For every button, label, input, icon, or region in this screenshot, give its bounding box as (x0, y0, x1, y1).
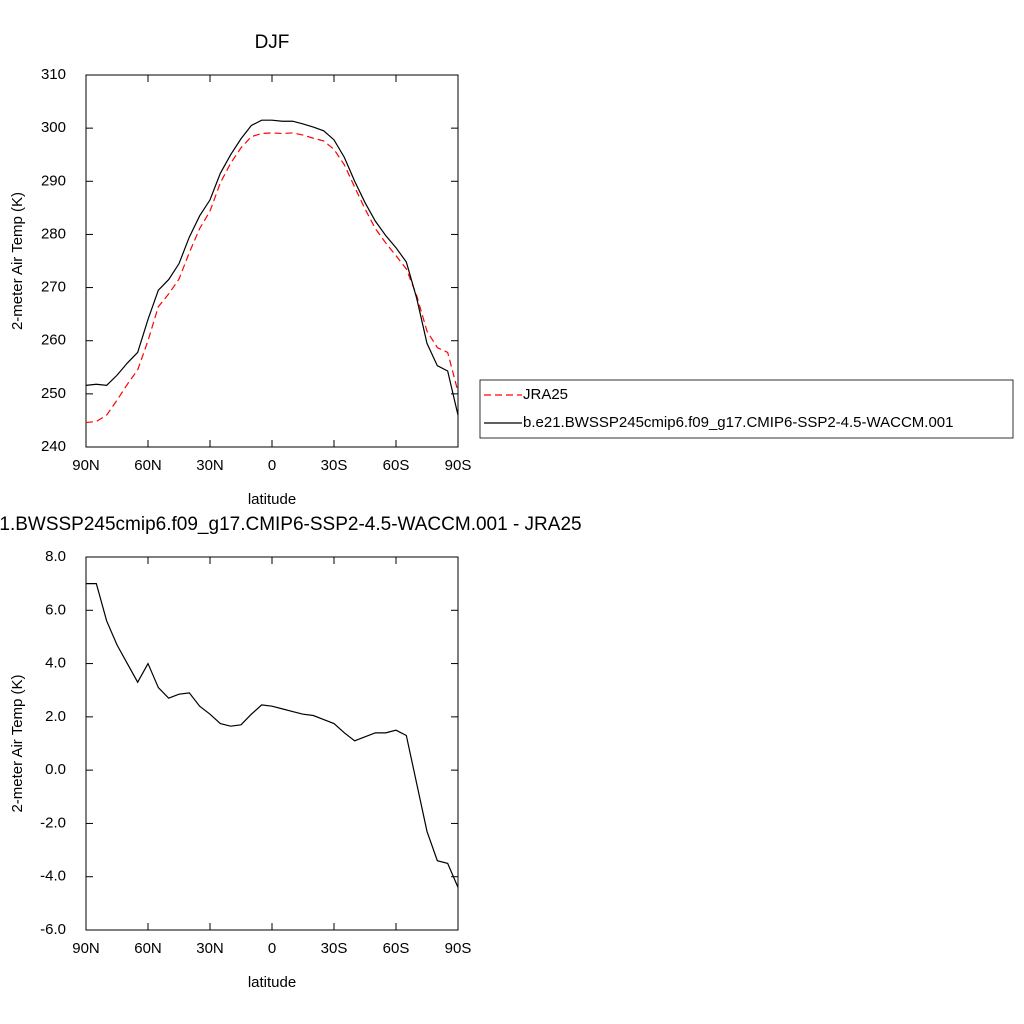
y-tick-label: 290 (41, 172, 66, 189)
legend-label: b.e21.BWSSP245cmip6.f09_g17.CMIP6-SSP2-4… (523, 414, 953, 431)
x-tick-label: 0 (268, 940, 276, 957)
y-tick-label: 260 (41, 332, 66, 349)
x-axis-label: latitude (248, 974, 296, 991)
y-tick-label: -4.0 (40, 868, 66, 885)
legend-label: JRA25 (523, 386, 568, 403)
data-line (85, 119, 459, 416)
x-tick-label: 90N (72, 940, 100, 957)
x-tick-label: 60N (134, 940, 162, 957)
y-tick-label: 280 (41, 225, 66, 242)
x-tick-label: 60S (383, 457, 410, 474)
x-tick-label: 90N (72, 457, 100, 474)
y-tick-label: 0.0 (45, 761, 66, 778)
x-tick-label: 90S (445, 457, 472, 474)
x-tick-label: 30N (196, 457, 224, 474)
y-tick-label: 6.0 (45, 601, 66, 618)
data-line (86, 583, 459, 888)
y-tick-label: 2.0 (45, 708, 66, 725)
y-tick-label: 270 (41, 279, 66, 296)
chart-title: b.e21.BWSSP245cmip6.f09_g17.CMIP6-SSP2-4… (0, 514, 582, 535)
x-tick-label: 30S (321, 940, 348, 957)
plot-frame (85, 74, 459, 448)
y-tick-label: 250 (41, 385, 66, 402)
chart-title: DJF (255, 32, 290, 53)
y-tick-label: 4.0 (45, 655, 66, 672)
plot-frame (85, 556, 459, 931)
y-tick-label: 300 (41, 119, 66, 136)
y-axis-label: 2-meter Air Temp (K) (9, 674, 26, 812)
y-tick-label: -2.0 (40, 814, 66, 831)
y-tick-label: 310 (41, 66, 66, 83)
y-tick-label: -6.0 (40, 921, 66, 938)
data-line (85, 132, 459, 424)
x-tick-label: 90S (445, 940, 472, 957)
x-axis-label: latitude (248, 491, 296, 508)
x-tick-label: 60S (383, 940, 410, 957)
y-tick-label: 8.0 (45, 548, 66, 565)
x-tick-label: 0 (268, 457, 276, 474)
x-tick-label: 30S (321, 457, 348, 474)
x-tick-label: 30N (196, 940, 224, 957)
y-tick-label: 240 (41, 438, 66, 455)
y-axis-label: 2-meter Air Temp (K) (9, 192, 26, 330)
legend-box (479, 379, 1014, 439)
x-tick-label: 60N (134, 457, 162, 474)
